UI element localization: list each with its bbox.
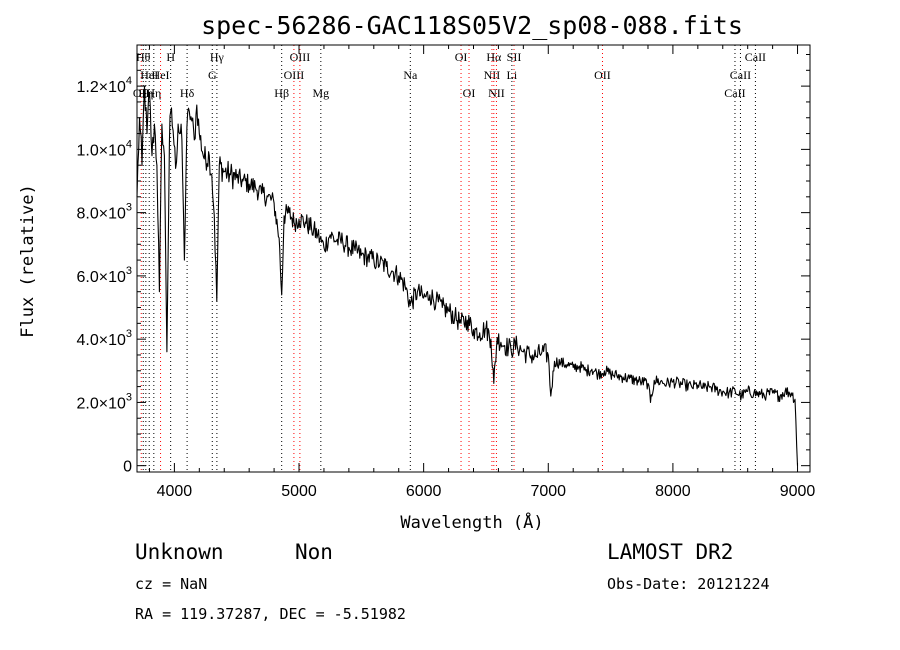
x-tick-label: 7000 [530, 483, 566, 500]
line-marker-label: NII [484, 68, 501, 82]
line-marker-label: H [166, 50, 175, 64]
x-tick-label: 6000 [406, 483, 442, 500]
line-marker-label: CaII [745, 50, 766, 64]
line-marker-label: Li [507, 68, 518, 82]
line-marker-label: Hα [486, 50, 502, 64]
line-markers: OIIHθHηHeIHηHeIHHδGHγHβOIIIOIIIMgNaOIOIN… [133, 45, 766, 472]
y-tick-label: 1.0×104 [76, 138, 132, 159]
line-marker-label: Hθ [136, 50, 151, 64]
observation-date: Obs-Date: 20121224 [607, 575, 770, 593]
x-tick-label: 9000 [780, 483, 816, 500]
line-marker-label: Hγ [210, 50, 225, 64]
line-marker-label: G [208, 68, 217, 82]
y-axis-label: Flux (relative) [18, 184, 38, 338]
line-marker-label: SII [507, 50, 522, 64]
line-marker-label: HeI [152, 68, 170, 82]
y-tick-label: 2.0×103 [76, 391, 132, 412]
line-marker-label: Hβ [274, 86, 289, 100]
line-marker-label: OIII [284, 68, 305, 82]
plot-frame [136, 44, 811, 473]
line-marker-label: OIII [290, 50, 311, 64]
y-tick-label: 0 [123, 459, 132, 476]
x-axis-label: Wavelength (Å) [400, 511, 543, 533]
x-tick-label: 5000 [281, 483, 317, 500]
redshift-cz: cz = NaN [135, 575, 207, 593]
flux-series [136, 85, 799, 466]
y-tick-label: 1.2×104 [76, 75, 132, 96]
line-marker-label: HeI [140, 68, 158, 82]
line-marker-label: Na [403, 68, 418, 82]
survey-name: LAMOST DR2 [607, 540, 733, 564]
x-tick-label: 8000 [655, 483, 691, 500]
y-tick-label: 6.0×103 [76, 265, 132, 286]
line-marker-label: CaII [724, 86, 745, 100]
axis-ticks: 4000 5000 6000 7000 8000 9000 0 2.0×103 4.0×103 6… [76, 45, 815, 500]
object-class: Unknown [135, 540, 224, 564]
line-marker-label: OI [455, 50, 468, 64]
coordinates: RA = 119.37287, DEC = -5.51982 [135, 605, 406, 623]
y-tick-label: 8.0×103 [76, 202, 132, 223]
line-marker-label: Mg [312, 86, 329, 100]
line-marker-label: NII [488, 86, 505, 100]
object-subclass: Non [295, 540, 333, 564]
line-marker-label: OII [594, 68, 611, 82]
y-tick-label: 4.0×103 [76, 328, 132, 349]
line-marker-label: OI [463, 86, 476, 100]
line-marker-label: Hδ [180, 86, 195, 100]
x-tick-label: 4000 [157, 483, 193, 500]
chart-title: spec-56286-GAC118S05V2_sp08-088.fits [201, 11, 743, 40]
line-marker-label: CaII [730, 68, 751, 82]
